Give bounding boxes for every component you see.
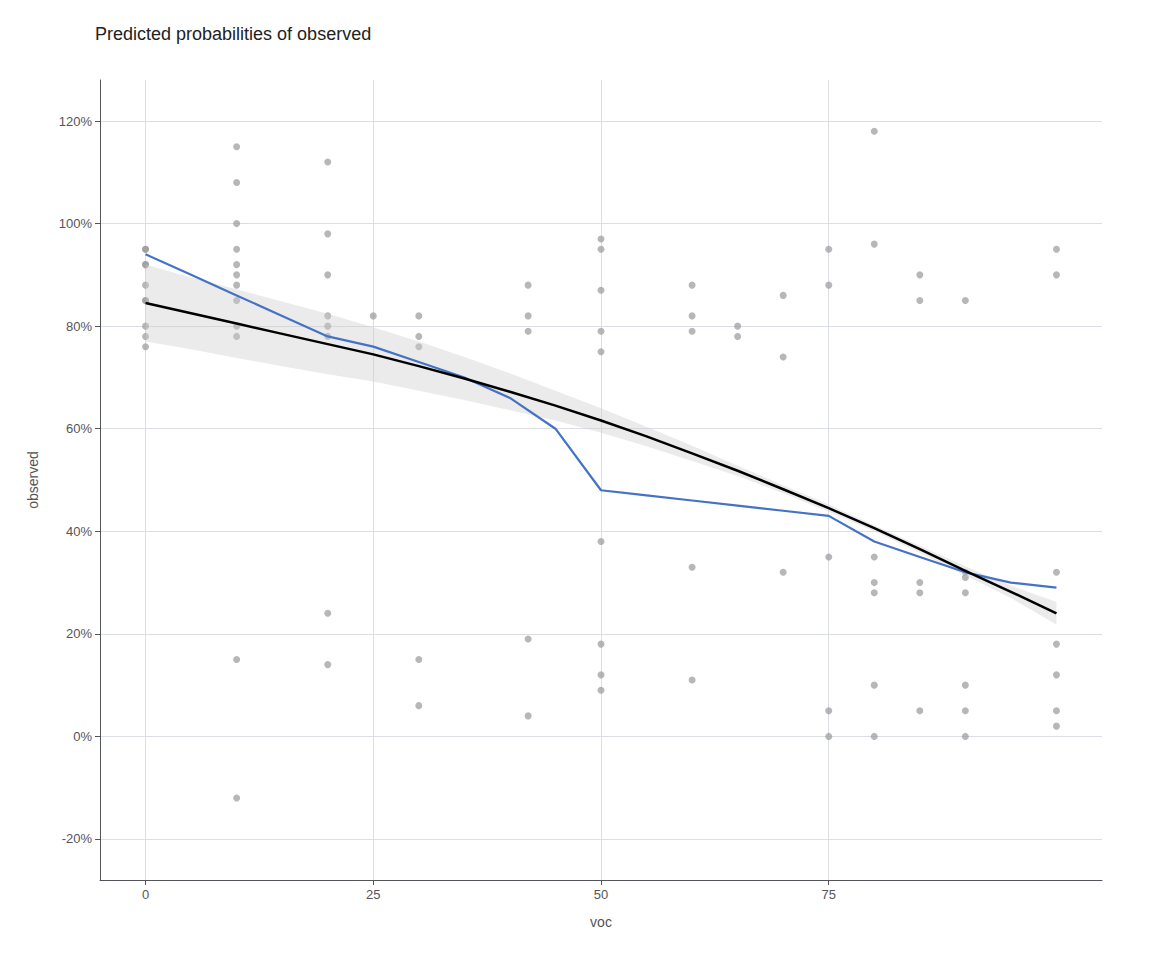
svg-text:60%: 60% [66, 421, 92, 436]
svg-text:0%: 0% [73, 729, 92, 744]
svg-text:50: 50 [594, 887, 608, 902]
svg-text:Predicted probabilities of obs: Predicted probabilities of observed [95, 24, 371, 44]
svg-text:100%: 100% [59, 216, 93, 231]
svg-text:20%: 20% [66, 626, 92, 641]
svg-text:120%: 120% [59, 114, 93, 129]
svg-text:75: 75 [821, 887, 835, 902]
svg-text:40%: 40% [66, 524, 92, 539]
svg-text:voc: voc [590, 914, 612, 930]
svg-text:25: 25 [366, 887, 380, 902]
svg-text:0: 0 [142, 887, 149, 902]
svg-text:-20%: -20% [62, 831, 93, 846]
svg-text:observed: observed [25, 451, 41, 509]
svg-text:80%: 80% [66, 319, 92, 334]
